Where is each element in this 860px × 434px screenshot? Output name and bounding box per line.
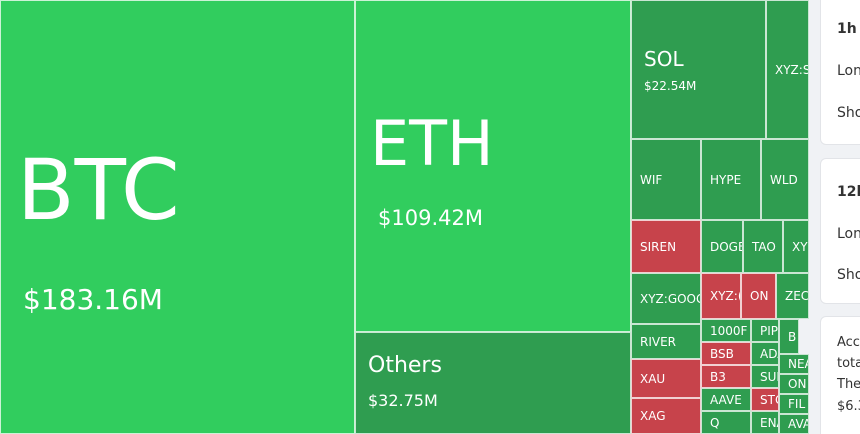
- treemap-cell[interactable]: Q: [701, 411, 751, 434]
- treemap-cell[interactable]: BSB: [701, 342, 751, 365]
- cell-label: TAO: [752, 239, 776, 254]
- cell-value: $183.16M: [23, 283, 163, 316]
- card-line: $6.3: [837, 399, 860, 414]
- cell-label: Q: [710, 415, 720, 430]
- treemap-cell[interactable]: SUI: [751, 365, 779, 388]
- treemap-cell[interactable]: TAO: [743, 220, 783, 273]
- card-line: tota: [837, 356, 860, 371]
- cell-label: ETH: [370, 107, 494, 180]
- treemap-cell[interactable]: FIL: [779, 394, 809, 414]
- cell-label: XYZ:(: [710, 289, 741, 303]
- card-line: The: [837, 377, 860, 392]
- treemap-cell[interactable]: XAG: [631, 398, 701, 434]
- card-line: Sho: [837, 267, 860, 283]
- cell-label: BTC: [17, 141, 180, 239]
- treemap-cell[interactable]: PIPP: [751, 319, 779, 342]
- cell-label: XAG: [640, 409, 666, 423]
- card-title: 1h: [837, 21, 857, 37]
- cell-label: FIL: [788, 397, 806, 411]
- cell-label: B3: [710, 369, 726, 384]
- treemap-cell[interactable]: ON: [741, 273, 776, 319]
- cell-label: B: [788, 329, 797, 344]
- cell-label: SUI: [760, 369, 779, 384]
- treemap-cell[interactable]: XAU: [631, 359, 701, 398]
- treemap-cell[interactable]: XYZ:S: [766, 0, 809, 139]
- treemap-cell[interactable]: WIF: [631, 139, 701, 220]
- treemap-cell[interactable]: XYZ:(: [701, 273, 741, 319]
- cell-label: PIPP: [760, 323, 779, 338]
- treemap-cell[interactable]: Others $32.75M: [355, 332, 631, 434]
- treemap-cell[interactable]: BTC $183.16M: [0, 0, 355, 434]
- card: 12h Lon Sho: [820, 158, 860, 304]
- treemap-cell[interactable]: ENA: [751, 411, 779, 434]
- treemap-cell[interactable]: ON: [779, 374, 809, 394]
- cell-value: $22.54M: [644, 79, 697, 93]
- cell-label: DOGE: [710, 239, 743, 254]
- card: Acc tota The $6.3: [820, 316, 860, 434]
- cell-label: XYZ:S: [775, 62, 809, 77]
- cell-label: 1000F: [710, 323, 748, 338]
- cell-label: XY: [792, 239, 808, 254]
- cell-label: ON: [788, 377, 807, 391]
- treemap-cell[interactable]: SOL $22.54M: [631, 0, 766, 139]
- cell-value: $32.75M: [368, 391, 438, 410]
- treemap-cell[interactable]: ETH $109.42M: [355, 0, 631, 332]
- cell-label: XYZ:GOOG: [640, 291, 701, 306]
- treemap-cell[interactable]: STG: [751, 388, 779, 411]
- treemap-cell[interactable]: DOGE: [701, 220, 743, 273]
- cell-label: SOL: [644, 47, 684, 71]
- cell-value: $109.42M: [378, 206, 483, 230]
- treemap-cell[interactable]: 1000F: [701, 319, 751, 342]
- treemap-cell[interactable]: ZEC: [776, 273, 809, 319]
- cell-label: AVA: [788, 417, 809, 431]
- cell-label: XAU: [640, 371, 666, 386]
- treemap-cell[interactable]: WLD: [761, 139, 809, 220]
- cell-label: STG: [760, 392, 778, 407]
- treemap-cell[interactable]: B3: [701, 365, 751, 388]
- treemap-cell[interactable]: RIVER: [631, 324, 701, 359]
- cell-label: ENA: [760, 415, 778, 430]
- cell-label: SIREN: [640, 239, 677, 254]
- cell-label: ADA: [760, 346, 778, 361]
- treemap-cell[interactable]: NEA: [779, 354, 809, 374]
- cell-label: NEA: [788, 357, 808, 371]
- card: 1h Lon Sho: [820, 0, 860, 145]
- treemap-cell[interactable]: AVA: [779, 414, 809, 434]
- cell-label: HYPE: [710, 172, 742, 187]
- cell-label: RIVER: [640, 334, 677, 349]
- cell-label: Others: [368, 353, 442, 378]
- treemap-cell[interactable]: HYPE: [701, 139, 761, 220]
- treemap-cell[interactable]: XY: [783, 220, 809, 273]
- card-line: Sho: [837, 105, 860, 121]
- treemap-cell[interactable]: XYZ:GOOG: [631, 273, 701, 324]
- cell-label: WIF: [640, 172, 663, 187]
- treemap-cell[interactable]: AAVE: [701, 388, 751, 411]
- cell-label: AAVE: [710, 392, 742, 407]
- cell-label: ON: [750, 289, 769, 303]
- treemap-cell[interactable]: ADA: [751, 342, 779, 365]
- card-line: Lon: [837, 63, 860, 79]
- cell-label: ZEC: [785, 289, 809, 303]
- card-line: Lon: [837, 226, 860, 242]
- card-line: Acc: [837, 335, 860, 350]
- cell-label: WLD: [770, 172, 798, 187]
- card-title: 12h: [837, 184, 860, 200]
- treemap-cell[interactable]: SIREN: [631, 220, 701, 273]
- treemap-cell[interactable]: B: [779, 319, 799, 354]
- cell-label: BSB: [710, 346, 734, 361]
